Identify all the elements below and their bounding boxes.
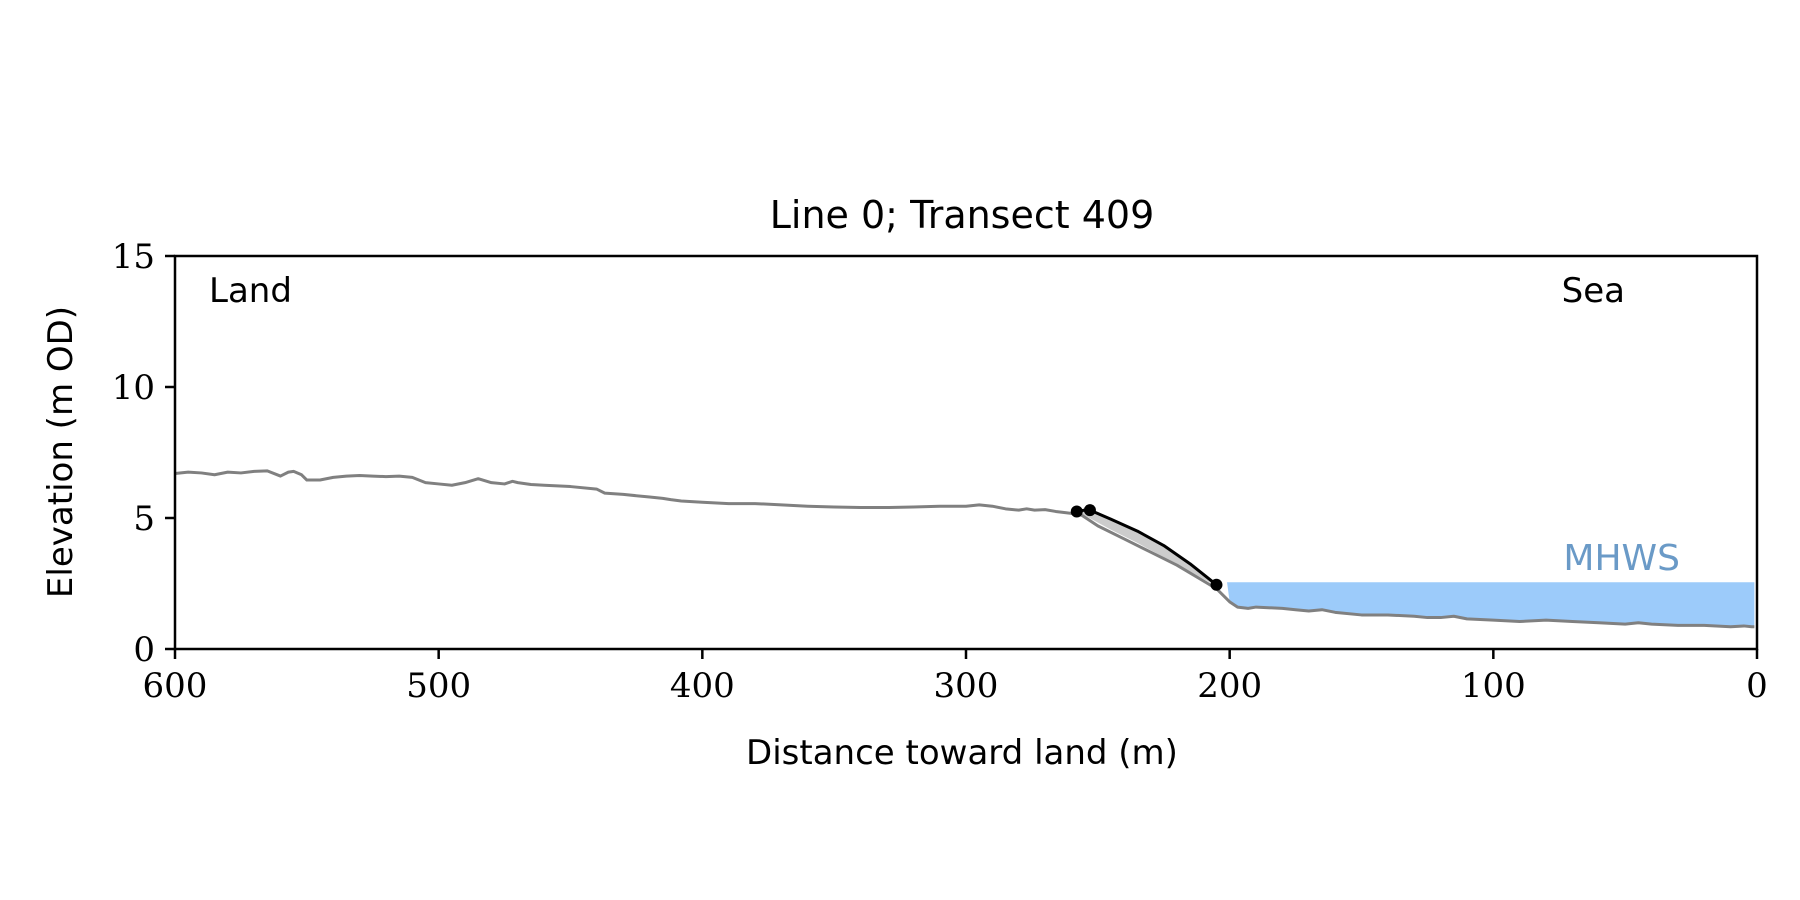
slope-band xyxy=(1076,510,1217,587)
cliff-marker-0 xyxy=(1070,505,1083,518)
x-tick-label-300: 300 xyxy=(934,666,999,706)
y-tick-label-15: 15 xyxy=(112,237,155,277)
profile-line xyxy=(174,469,1755,629)
y-tick-label-0: 0 xyxy=(133,630,155,670)
x-tick-label-200: 200 xyxy=(1197,666,1262,706)
y-tick-label-10: 10 xyxy=(112,368,155,408)
mhws-water-fill xyxy=(1227,582,1755,627)
x-tick-label-400: 400 xyxy=(670,666,735,706)
y-axis: 0 5 10 15 xyxy=(112,237,175,670)
x-tick-label-0: 0 xyxy=(1746,666,1768,706)
chart-title: Line 0; Transect 409 xyxy=(770,193,1155,237)
x-tick-label-100: 100 xyxy=(1461,666,1526,706)
plot-area xyxy=(174,469,1755,629)
x-axis-label: Distance toward land (m) xyxy=(746,733,1178,773)
mhws-label: MHWS xyxy=(1563,538,1680,579)
land-label: Land xyxy=(209,271,292,311)
sea-label: Sea xyxy=(1562,271,1625,311)
x-tick-label-600: 600 xyxy=(143,666,208,706)
cliff-marker-1 xyxy=(1083,504,1096,517)
x-axis: 600 500 400 300 200 100 0 xyxy=(143,649,1768,706)
y-axis-label: Elevation (m OD) xyxy=(41,306,81,598)
x-tick-label-500: 500 xyxy=(406,666,471,706)
y-tick-label-5: 5 xyxy=(133,499,155,539)
cliff-marker-2 xyxy=(1210,578,1223,591)
